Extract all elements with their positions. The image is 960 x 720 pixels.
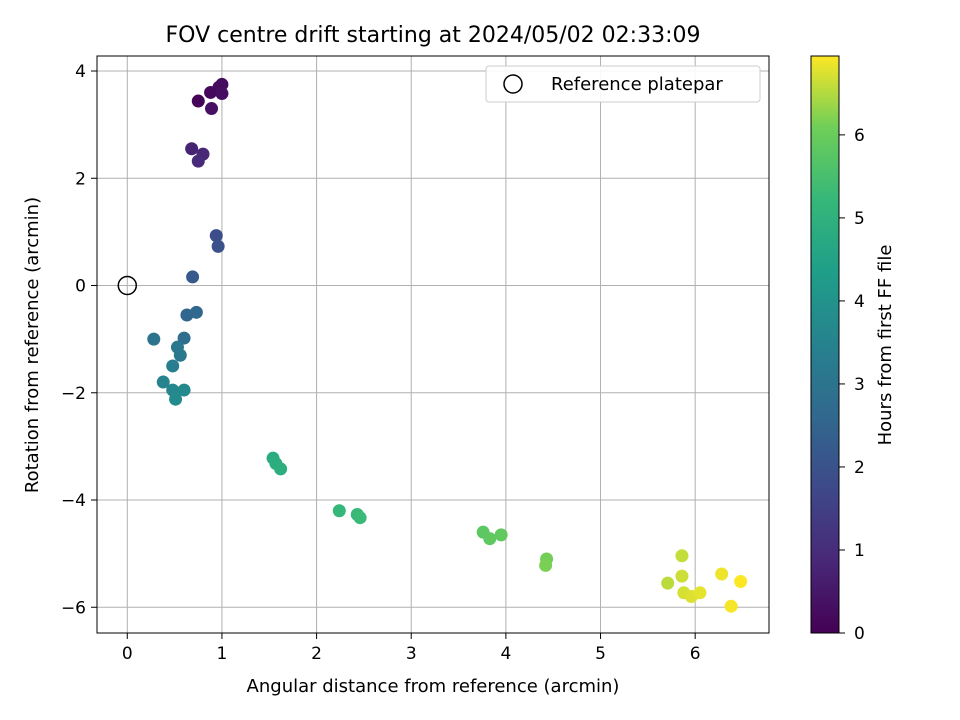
data-point	[675, 569, 689, 583]
data-point	[715, 567, 729, 581]
x-axis-label: Angular distance from reference (arcmin)	[247, 676, 620, 697]
data-point	[215, 87, 229, 101]
data-point	[539, 558, 553, 572]
chart-title: FOV centre drift starting at 2024/05/02 …	[166, 23, 701, 48]
x-tick-label: 4	[500, 644, 511, 664]
legend-marker-icon	[503, 74, 523, 94]
data-point	[211, 239, 225, 253]
colorbar-tick-label: 6	[854, 126, 865, 146]
data-point	[177, 383, 191, 397]
colorbar-tick-label: 2	[854, 458, 865, 478]
data-point	[166, 359, 180, 373]
data-point	[189, 305, 203, 319]
colorbar-tick-label: 1	[854, 541, 865, 561]
x-tick-label: 3	[406, 644, 417, 664]
legend-box	[485, 65, 761, 103]
data-point	[173, 348, 187, 362]
data-point	[215, 77, 229, 91]
y-tick-label: −2	[61, 384, 86, 404]
plot-frame	[96, 55, 770, 634]
y-tick-label: −6	[61, 598, 86, 618]
data-point	[693, 586, 707, 600]
colorbar: 0 1 2 3 4 5 6 Hours from first FF file	[810, 55, 896, 644]
data-point	[734, 575, 748, 589]
legend-label: Reference platepar	[551, 74, 723, 95]
data-point	[494, 528, 508, 542]
data-point	[177, 331, 191, 345]
data-point	[205, 102, 219, 116]
x-tick-label: 6	[690, 644, 701, 664]
data-point	[274, 462, 288, 476]
legend: Reference platepar	[485, 65, 761, 103]
data-point	[724, 599, 738, 613]
data-point	[147, 332, 161, 346]
colorbar-gradient	[810, 55, 840, 634]
y-axis-label: Rotation from reference (arcmin)	[22, 197, 43, 493]
x-tick-label: 0	[122, 644, 133, 664]
x-tick-label: 1	[217, 644, 228, 664]
data-point	[209, 229, 223, 243]
y-tick-label: 4	[75, 62, 86, 82]
reference-platepar-marker	[117, 275, 138, 296]
data-point	[661, 576, 675, 590]
x-tick-label: 5	[595, 644, 606, 664]
y-tick-label: 2	[75, 169, 86, 189]
data-point	[185, 142, 199, 156]
data-point	[186, 270, 200, 284]
x-axis-ticks: 0 1 2 3 4 5 6	[122, 633, 701, 664]
colorbar-ticks: 0 1 2 3 4 5 6	[839, 126, 865, 644]
x-tick-label: 2	[311, 644, 322, 664]
data-point	[675, 549, 689, 563]
colorbar-tick-label: 3	[854, 375, 865, 395]
colorbar-tick-label: 0	[854, 624, 865, 644]
data-point	[332, 504, 346, 518]
colorbar-tick-label: 5	[854, 209, 865, 229]
data-point	[169, 392, 183, 406]
data-points	[147, 77, 748, 613]
colorbar-label: Hours from first FF file	[875, 245, 896, 446]
data-point	[156, 375, 170, 389]
y-tick-label: 0	[75, 277, 86, 297]
data-point	[483, 532, 497, 546]
y-axis-ticks: −6 −4 −2 0 2 4	[61, 62, 97, 618]
data-point	[353, 511, 367, 525]
colorbar-tick-label: 4	[854, 292, 865, 312]
grid-lines	[97, 56, 769, 633]
data-point	[191, 154, 205, 168]
data-point	[191, 94, 205, 108]
y-tick-label: −4	[61, 491, 86, 511]
